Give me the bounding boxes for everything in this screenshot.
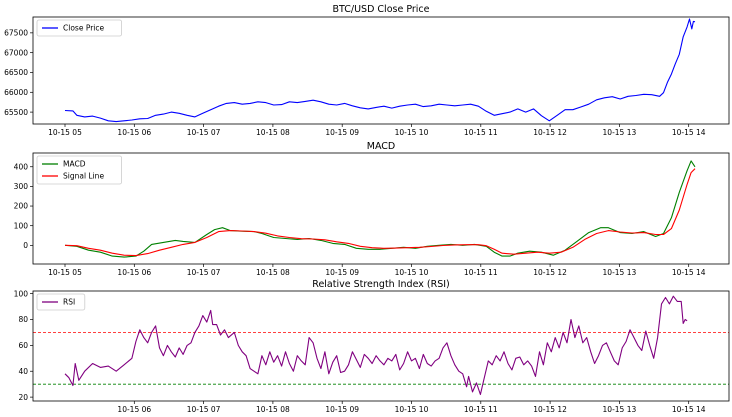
macd-x-axis: 10-15 05 10-15 06 10-15 07 10-15 08 10-15 09… xyxy=(48,264,706,277)
close-price-title: BTC/USD Close Price xyxy=(333,4,430,15)
x-tick-label: 10-15 13 xyxy=(603,268,637,277)
x-tick-label: 10-15 09 xyxy=(325,128,359,137)
legend-frame xyxy=(36,19,122,37)
x-tick-label: 10-15 05 xyxy=(48,128,82,137)
y-tick-label: 67500 xyxy=(4,29,28,38)
y-tick-label: 80 xyxy=(18,315,28,324)
x-tick-label: 10-15 05 xyxy=(48,268,82,277)
x-tick-label: 10-15 09 xyxy=(325,405,359,414)
y-tick-label: 67000 xyxy=(4,48,28,57)
legend-label: Signal Line xyxy=(63,172,104,181)
x-tick-label: 10-15 11 xyxy=(464,128,498,137)
x-tick-label: 10-15 06 xyxy=(117,405,151,414)
y-tick-label: 40 xyxy=(18,367,28,376)
x-tick-label: 10-15 12 xyxy=(533,128,567,137)
y-tick-label: 200 xyxy=(14,202,29,211)
x-tick-label: 10-15 08 xyxy=(256,405,290,414)
macd-y-axis: 0 100 200 300 400 xyxy=(14,162,33,250)
x-tick-label: 10-15 13 xyxy=(603,128,637,137)
legend-frame xyxy=(36,293,86,311)
rsi-plot-frame xyxy=(32,290,730,402)
x-tick-label: 10-15 14 xyxy=(672,128,706,137)
chart-close-price: BTC/USD Close Price 65500 66000 66500 67000… xyxy=(4,4,730,137)
y-tick-label: 400 xyxy=(14,162,29,171)
x-tick-label: 10-15 10 xyxy=(395,268,429,277)
close-price-plot-frame xyxy=(32,16,730,125)
x-tick-label: 10-15 11 xyxy=(464,268,498,277)
x-tick-label: 10-15 13 xyxy=(603,405,637,414)
x-tick-label: 10-15 11 xyxy=(464,405,498,414)
macd-series xyxy=(64,160,696,258)
y-tick-label: 0 xyxy=(23,241,28,250)
close-price-y-axis: 65500 66000 66500 67000 67500 xyxy=(4,29,33,117)
x-tick-label: 10-15 06 xyxy=(117,128,151,137)
close-price-series xyxy=(64,18,696,123)
x-tick-label: 10-15 08 xyxy=(256,128,290,137)
legend-label: MACD xyxy=(63,160,86,169)
y-tick-label: 60 xyxy=(18,341,28,350)
x-tick-label: 10-15 07 xyxy=(187,268,221,277)
macd-title: MACD xyxy=(367,141,395,152)
macd-plot-frame xyxy=(32,152,730,265)
x-tick-label: 10-15 14 xyxy=(672,268,706,277)
series-line-macd xyxy=(64,160,696,258)
y-tick-label: 66500 xyxy=(4,68,28,77)
x-tick-label: 10-15 14 xyxy=(672,405,706,414)
rsi-x-axis: 10-15 06 10-15 07 10-15 08 10-15 09 10-15 10… xyxy=(117,401,706,414)
series-line-rsi xyxy=(64,295,688,396)
x-tick-label: 10-15 12 xyxy=(533,405,567,414)
chart-rsi: Relative Strength Index (RSI) 20 40 60 80 10… xyxy=(14,279,730,414)
x-tick-label: 10-15 07 xyxy=(187,405,221,414)
y-tick-label: 66000 xyxy=(4,88,28,97)
macd-legend: MACD Signal Line xyxy=(36,155,122,185)
series-line-signal-line xyxy=(64,168,696,257)
x-tick-label: 10-15 10 xyxy=(395,128,429,137)
y-tick-label: 100 xyxy=(14,289,29,298)
x-tick-label: 10-15 07 xyxy=(187,128,221,137)
y-tick-label: 100 xyxy=(14,221,29,230)
legend-label: Close Price xyxy=(63,24,104,33)
series-line-close-price xyxy=(64,18,696,123)
y-tick-label: 300 xyxy=(14,182,29,191)
close-price-x-axis: 10-15 05 10-15 06 10-15 07 10-15 08 10-15 09… xyxy=(48,124,706,137)
legend-frame xyxy=(36,155,122,185)
legend-label: RSI xyxy=(63,298,75,307)
x-tick-label: 10-15 08 xyxy=(256,268,290,277)
y-tick-label: 20 xyxy=(18,393,28,402)
rsi-ref-lines xyxy=(33,332,729,385)
x-tick-label: 10-15 10 xyxy=(395,405,429,414)
y-tick-label: 65500 xyxy=(4,108,28,117)
x-tick-label: 10-15 09 xyxy=(325,268,359,277)
rsi-series xyxy=(64,295,688,396)
rsi-title: Relative Strength Index (RSI) xyxy=(312,279,449,290)
rsi-legend: RSI xyxy=(36,293,86,311)
x-tick-label: 10-15 12 xyxy=(533,268,567,277)
close-price-legend: Close Price xyxy=(36,19,122,37)
x-tick-label: 10-15 06 xyxy=(117,268,151,277)
rsi-y-axis: 20 40 60 80 100 xyxy=(14,289,33,402)
